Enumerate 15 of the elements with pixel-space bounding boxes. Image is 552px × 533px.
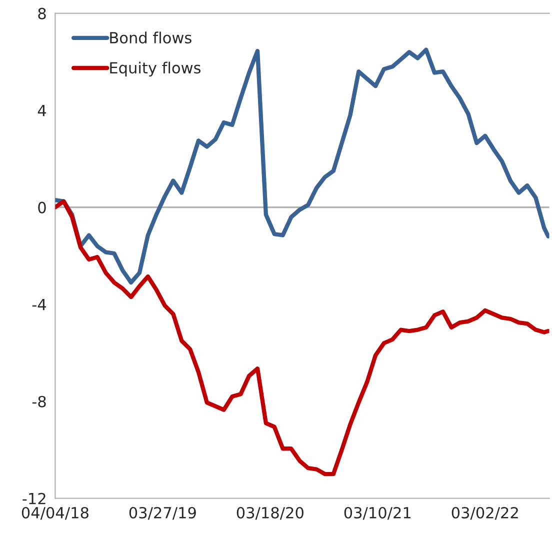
x-tick-label: 03/10/21	[344, 506, 411, 520]
y-tick-label: 4	[38, 104, 46, 116]
legend-label: Equity flows	[110, 62, 201, 77]
y-tick-label: -12	[22, 492, 46, 504]
x-tick-label: 04/04/18	[22, 506, 88, 520]
x-tick-label: 03/27/19	[129, 506, 196, 520]
line-series	[55, 48, 550, 285]
legend-label: Bond flows	[110, 32, 192, 44]
x-tick-label: 03/02/22	[452, 506, 518, 520]
line-series	[55, 199, 550, 476]
y-tick-label: 8	[38, 8, 46, 20]
y-tick-label: 0	[38, 202, 46, 214]
x-tick-label: 03/18/20	[236, 506, 304, 520]
y-tick-label: -8	[32, 396, 46, 408]
y-tick-label: -4	[32, 299, 46, 310]
